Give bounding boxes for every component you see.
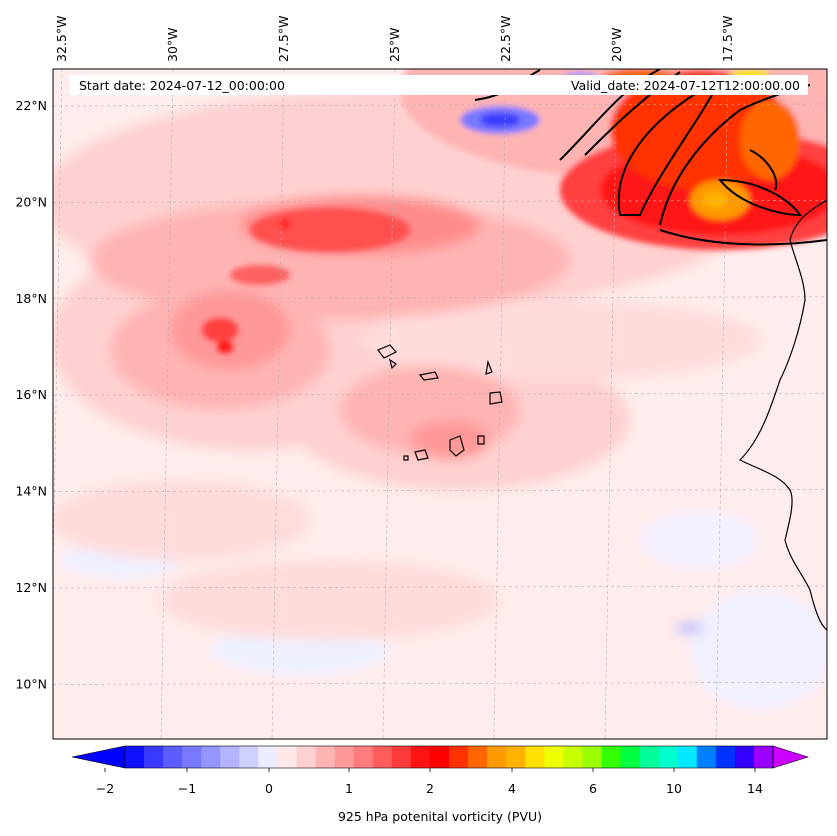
- colorbar-segment: [563, 746, 583, 768]
- cape-verde-island: [414, 449, 429, 461]
- cape-verde-island: [403, 455, 409, 461]
- colorbar-segment: [468, 746, 488, 768]
- longitude-tick-label: 20°W: [609, 27, 624, 62]
- longitude-tick-label: 22.5°W: [498, 16, 513, 62]
- colorbar-segment: [296, 746, 317, 768]
- colorbar-segment: [258, 746, 278, 768]
- colorbar-segment: [506, 746, 526, 768]
- colorbar-segment: [677, 746, 698, 768]
- pv-moderate-patches: [53, 90, 760, 640]
- colorbar-tick-label: 0: [265, 781, 273, 796]
- cape-verde-island: [485, 359, 493, 375]
- colorbar-segment: [220, 746, 240, 768]
- longitude-tick-label: 30°W: [165, 27, 180, 62]
- cape-verde-island: [449, 435, 465, 457]
- colorbar: [71, 745, 810, 769]
- map-frame: [52, 68, 828, 740]
- colorbar-segment: [525, 746, 545, 768]
- colorbar-label: 925 hPa potenital vorticity (PVU): [338, 809, 542, 824]
- colorbar-segment: [449, 746, 469, 768]
- colorbar-segment: [277, 746, 298, 768]
- colorbar-segment: [734, 746, 755, 768]
- colorbar-tick-label: 14: [747, 781, 763, 796]
- longitude-tick-label: 25°W: [387, 27, 402, 62]
- colorbar-segment: [601, 746, 622, 768]
- colorbar-segment: [239, 746, 259, 768]
- colorbar-segment: [429, 746, 450, 768]
- cape-verde-island: [489, 391, 503, 405]
- colorbar-segment: [544, 746, 564, 768]
- cape-verde-island: [418, 371, 439, 381]
- colorbar-segment: [487, 746, 507, 768]
- contour-line: [749, 149, 778, 191]
- longitude-tick-label: 17.5°W: [720, 16, 735, 62]
- colorbar-segment: [144, 746, 164, 768]
- latitude-tick-label: 18°N: [15, 291, 47, 306]
- contour-line: [659, 229, 827, 246]
- colorbar-segment: [315, 746, 336, 768]
- colorbar-segment: [391, 746, 412, 768]
- colorbar-segment: [372, 746, 393, 768]
- cape-verde-island: [477, 435, 485, 445]
- colorbar-segment: [353, 746, 374, 768]
- meridian-line: [604, 69, 618, 739]
- colorbar-tick-label: 10: [666, 781, 682, 796]
- valid-date-label: Valid_date: 2024-07-12T12:00:00.00: [571, 78, 800, 93]
- colorbar-segment: [658, 746, 679, 768]
- colorbar-segment: [201, 746, 221, 768]
- colorbar-segment: [334, 746, 355, 768]
- colorbar-tick-label: 6: [589, 781, 597, 796]
- colorbar-segment: [715, 746, 736, 768]
- colorbar-tick-label: 4: [508, 781, 516, 796]
- colorbar-under-extend: [71, 745, 126, 769]
- africa-coastline: [738, 199, 827, 631]
- meridian-line: [493, 69, 507, 739]
- latitude-tick-label: 20°N: [15, 194, 47, 209]
- colorbar-segment: [182, 746, 202, 768]
- meridian-line: [715, 69, 729, 739]
- colorbar-segment: [620, 746, 641, 768]
- colorbar-tick-label: −1: [178, 781, 196, 796]
- coastlines: [377, 199, 827, 631]
- latitude-tick-label: 10°N: [15, 676, 47, 691]
- meridian-line: [271, 69, 285, 739]
- latitude-tick-label: 14°N: [15, 484, 47, 499]
- cape-verde-island: [377, 344, 397, 359]
- colorbar-segment: [410, 746, 431, 768]
- colorbar-segment: [753, 746, 774, 768]
- colorbar-tick-label: −2: [96, 781, 114, 796]
- latitude-tick-label: 16°N: [15, 387, 47, 402]
- longitude-labels: 32.5°W 30°W 27.5°W 25°W 22.5°W 20°W 17.5°W: [54, 16, 735, 62]
- longitude-tick-label: 32.5°W: [54, 16, 69, 62]
- colorbar-tick-label: 1: [345, 781, 353, 796]
- cape-verde-island: [389, 358, 397, 370]
- colorbar-segment: [639, 746, 660, 768]
- colorbar-segment: [582, 746, 602, 768]
- date-header-box: [70, 75, 808, 95]
- meridian-line: [382, 69, 396, 739]
- latitude-tick-label: 12°N: [15, 580, 47, 595]
- start-date-label: Start date: 2024-07-12_00:00:00: [79, 78, 285, 93]
- gridlines: [53, 69, 827, 739]
- latitude-labels: 22°N 20°N 18°N 16°N 14°N 12°N 10°N: [15, 98, 47, 691]
- contour-line: [717, 178, 802, 217]
- latitude-tick-label: 22°N: [15, 98, 47, 113]
- colorbar-segment: [163, 746, 183, 768]
- colorbar-segment: [696, 746, 717, 768]
- colorbar-ticks: −2 −1 0 1 2 4 6 10 14: [96, 768, 763, 796]
- pv-field: [53, 69, 827, 739]
- colorbar-segment: [125, 746, 145, 768]
- colorbar-over-extend: [772, 745, 810, 769]
- pv-high-band: [202, 69, 827, 353]
- colorbar-tick-label: 2: [426, 781, 434, 796]
- colorbar-frame: [124, 745, 774, 769]
- meridian-line: [160, 69, 174, 739]
- longitude-tick-label: 27.5°W: [276, 16, 291, 62]
